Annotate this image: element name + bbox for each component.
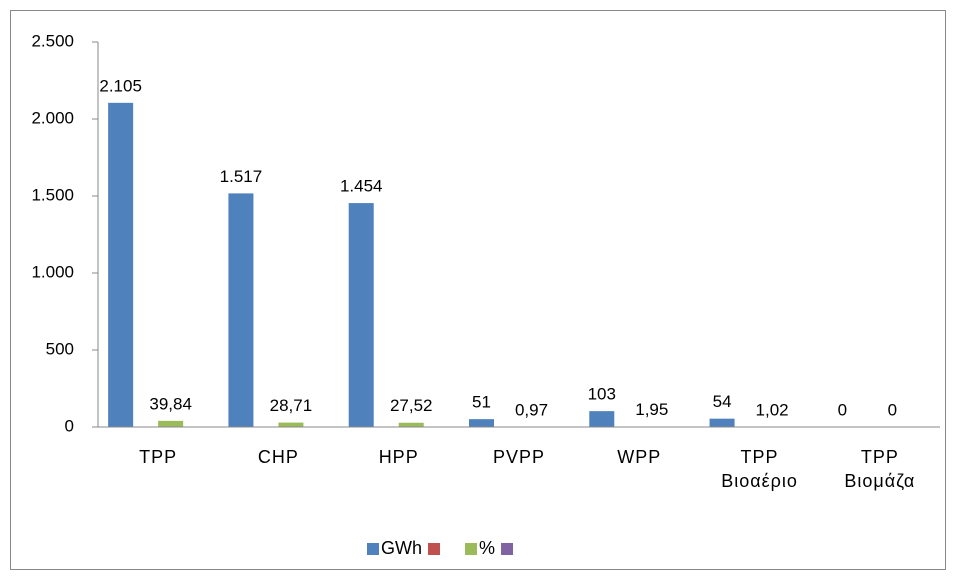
legend-swatch bbox=[501, 543, 514, 555]
legend-label: % bbox=[479, 538, 495, 558]
data-label: 0 bbox=[888, 400, 897, 419]
x-tick-label: WPP bbox=[617, 447, 662, 467]
y-tick-label: 2.500 bbox=[31, 31, 74, 50]
bar bbox=[348, 203, 374, 427]
data-label: 1,95 bbox=[635, 400, 668, 419]
bar bbox=[278, 422, 304, 427]
y-tick-label: 0 bbox=[65, 416, 74, 435]
y-tick-label: 2.000 bbox=[31, 108, 74, 127]
data-label: 103 bbox=[588, 385, 616, 404]
bar bbox=[108, 102, 134, 427]
data-label: 1.517 bbox=[220, 167, 263, 186]
data-label: 51 bbox=[472, 393, 491, 412]
y-tick-label: 1.000 bbox=[31, 262, 74, 281]
y-tick-label: 1.500 bbox=[31, 185, 74, 204]
bar bbox=[398, 422, 424, 427]
data-label: 27,52 bbox=[390, 396, 433, 415]
bar bbox=[228, 193, 254, 427]
bar bbox=[469, 419, 494, 427]
y-tick-label: 500 bbox=[46, 339, 74, 358]
x-tick-label: TPP Βιομάζα bbox=[844, 447, 916, 491]
data-label: 1.454 bbox=[340, 177, 383, 196]
x-tick-label: TPP bbox=[139, 447, 178, 467]
data-label: 54 bbox=[713, 392, 732, 411]
legend-label: GWh bbox=[381, 538, 422, 558]
legend-swatch bbox=[428, 543, 441, 555]
data-label: 28,71 bbox=[270, 396, 313, 415]
bar bbox=[709, 418, 735, 427]
data-label: 2.105 bbox=[99, 76, 142, 95]
data-label: 1,02 bbox=[756, 400, 789, 419]
data-label: 0 bbox=[838, 400, 847, 419]
legend-swatch bbox=[465, 543, 478, 555]
legend-swatch bbox=[367, 543, 379, 555]
bar bbox=[158, 420, 184, 427]
bar bbox=[589, 411, 615, 427]
chart-border bbox=[10, 10, 946, 570]
x-tick-label: CHP bbox=[257, 447, 299, 467]
x-tick-label: PVPP bbox=[492, 447, 546, 467]
data-label: 39,84 bbox=[149, 394, 192, 413]
x-tick-label: TPP Βιοαέριο bbox=[721, 447, 798, 491]
data-label: 0,97 bbox=[515, 400, 548, 419]
x-tick-label: HPP bbox=[378, 447, 419, 467]
